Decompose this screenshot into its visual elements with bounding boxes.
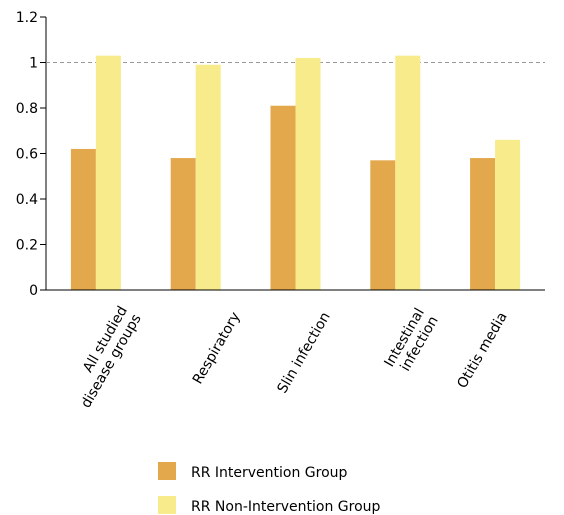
y-tick-label: 0.2: [16, 238, 38, 254]
bar-intervention-4: [470, 158, 496, 290]
y-tick-label: 0.4: [16, 192, 38, 208]
category-label: Otitis media: [454, 310, 510, 392]
bars-group: [70, 55, 521, 291]
category-label-line: Respiratory: [190, 310, 244, 387]
bar-non-intervention-3: [395, 55, 421, 290]
category-labels: All studieddisease groups Respiratory Slin…: [64, 304, 511, 411]
bar-intervention-3: [370, 160, 396, 290]
category-label: Respiratory: [190, 310, 244, 387]
y-tick-label: 0.6: [16, 147, 38, 163]
bar-non-intervention-1: [195, 64, 221, 291]
legend-label: RR Intervention Group: [191, 465, 348, 481]
y-axis: 0 0.2 0.4 0.6 0.8 1 1.2: [16, 10, 47, 299]
category-label-line: Slin infection: [275, 310, 334, 397]
category-label: Slin infection: [275, 310, 334, 397]
y-tick-label: 0.8: [16, 101, 38, 117]
legend-label: RR Non-Intervention Group: [191, 499, 381, 515]
category-label-line: Otitis media: [454, 310, 510, 392]
bar-non-intervention-4: [495, 139, 521, 290]
y-tick-label: 0: [29, 283, 38, 299]
y-tick-label: 1: [29, 56, 38, 72]
category-label: Intestinalinfection: [381, 306, 441, 378]
bar-non-intervention-0: [95, 55, 121, 290]
legend-swatch: [158, 496, 176, 514]
bar-non-intervention-2: [295, 57, 321, 291]
bar-intervention-1: [170, 158, 196, 290]
legend: RR Intervention Group RR Non-Intervention…: [158, 462, 381, 515]
legend-swatch: [158, 462, 176, 480]
bar-intervention-0: [70, 148, 96, 290]
category-label: All studieddisease groups: [64, 304, 145, 411]
y-tick-label: 1.2: [16, 10, 38, 26]
bar-intervention-2: [270, 105, 296, 290]
